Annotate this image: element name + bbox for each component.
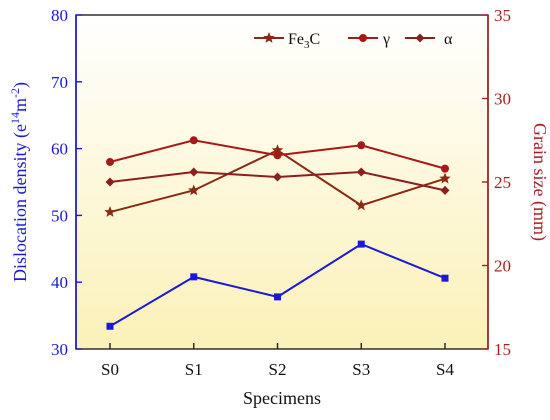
left-axis-title-sup1: 14 (8, 112, 22, 124)
legend-item-gamma: γ (348, 31, 390, 48)
x-tick-label: S4 (436, 360, 454, 379)
data-point-diamond (105, 177, 115, 187)
series-3 (105, 167, 450, 195)
series-0 (106, 240, 449, 330)
data-point-square (106, 322, 114, 330)
data-point-diamond (356, 167, 366, 177)
left-tick-label: 50 (51, 206, 68, 225)
data-point-star (271, 144, 284, 156)
x-tick-label: S2 (269, 360, 287, 379)
series-1 (104, 144, 451, 217)
x-tick-label: S3 (352, 360, 370, 379)
legend-label-fe3c: Fe3C (288, 31, 320, 51)
left-tick-label: 40 (51, 273, 68, 292)
right-tick-label: 35 (494, 6, 511, 25)
plot-background (76, 15, 488, 349)
x-tick-label: S0 (101, 360, 119, 379)
legend-circle-icon (359, 34, 367, 42)
left-tick-label: 80 (51, 6, 68, 25)
data-point-star (439, 172, 451, 184)
series-2 (106, 136, 449, 173)
data-point-circle (273, 151, 282, 160)
data-point-star (104, 206, 116, 217)
left-tick-label: 70 (51, 73, 68, 92)
data-point-circle (357, 141, 366, 150)
data-point-square (274, 293, 281, 301)
x-axis-title: Specimens (243, 388, 321, 408)
left-axis-title-main: Dislocation density (e (10, 124, 31, 282)
data-point-diamond (189, 167, 199, 177)
legend-label-gamma: γ (382, 31, 390, 48)
legend-label-alpha: α (444, 31, 453, 48)
legend-item-fe3c: Fe3C (254, 31, 320, 51)
legend-label-fe3c-sub: 3 (304, 39, 310, 51)
series-layer (104, 136, 451, 330)
data-point-square (357, 240, 365, 248)
right-axis-title: Grain size (mm) (529, 123, 550, 241)
legend-diamond-icon (415, 33, 425, 43)
left-axis-title-end: ) (10, 82, 31, 88)
data-point-circle (106, 157, 114, 166)
ticks-layer: 30 40 50 60 70 80 15 20 25 30 35 S0 S1 S2 S3 S4 (51, 6, 511, 379)
legend-item-alpha: α (405, 31, 453, 48)
left-axis-title-sup2: -2 (8, 88, 22, 98)
legend-label-fe3c-end: C (310, 31, 321, 48)
right-tick-label: 25 (494, 173, 511, 192)
legend: Fe3C γ α (254, 31, 453, 51)
data-point-diamond (273, 172, 282, 182)
left-axis-title: Dislocation density (e14m-2) (8, 82, 31, 282)
data-point-star (188, 184, 200, 196)
data-point-square (441, 274, 449, 282)
left-axis-title-mid: m (10, 98, 30, 112)
data-point-circle (189, 136, 198, 145)
left-tick-label: 30 (51, 340, 68, 359)
data-point-square (190, 273, 198, 281)
right-tick-label: 30 (494, 90, 511, 109)
data-point-star (355, 199, 367, 211)
left-tick-label: 60 (51, 140, 68, 159)
data-point-diamond (440, 185, 450, 195)
legend-label-fe3c-main: Fe (288, 31, 304, 48)
right-tick-label: 15 (494, 340, 511, 359)
data-point-circle (441, 164, 449, 173)
legend-star-icon (263, 32, 275, 43)
x-tick-label: S1 (185, 360, 203, 379)
right-tick-label: 20 (494, 257, 511, 276)
